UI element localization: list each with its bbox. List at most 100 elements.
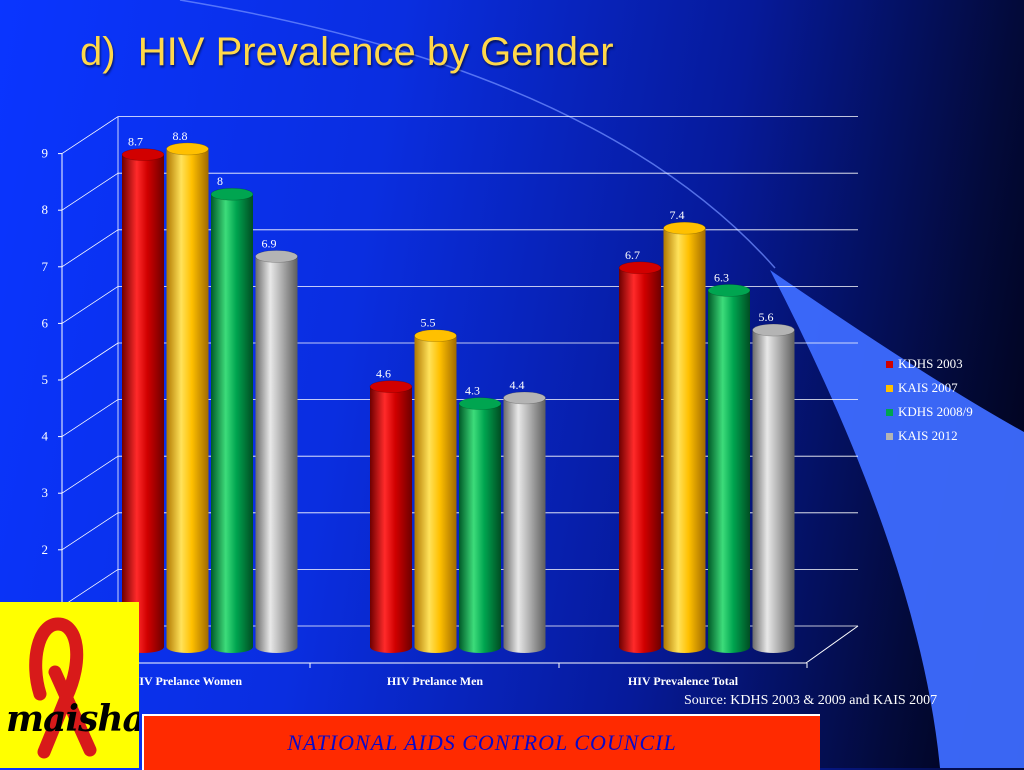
gridline-diagonal <box>61 229 119 268</box>
bar-top <box>503 391 546 405</box>
bar-top <box>707 284 751 297</box>
y-tick-labels: 023456789 <box>42 146 49 670</box>
y-tick-label: 9 <box>42 146 49 161</box>
bar-base <box>708 641 750 653</box>
data-label: 6.3 <box>714 270 729 284</box>
bar-series <box>121 142 795 653</box>
bar-base <box>211 641 253 653</box>
data-label: 8.7 <box>128 135 143 149</box>
bar-body <box>122 154 164 647</box>
data-label: 4.3 <box>465 384 480 398</box>
bar-base <box>619 641 661 653</box>
data-label: 6.9 <box>262 236 277 250</box>
bar-top <box>663 221 706 235</box>
bar-base <box>414 641 457 653</box>
y-tick-label: 6 <box>42 315 49 330</box>
bar-body <box>708 290 750 647</box>
bar <box>166 142 209 653</box>
bar-body <box>414 335 457 647</box>
legend-label: KAIS 2012 <box>898 428 958 443</box>
bar-top <box>618 261 662 275</box>
data-label: 8.8 <box>173 129 188 143</box>
blue-swoosh-shape <box>770 270 1024 768</box>
gridline-diagonal <box>61 286 119 324</box>
legend-item-kdhs-2008-9: KDHS 2008/9 <box>886 400 973 424</box>
bar <box>663 221 706 653</box>
gridline-diagonal <box>61 116 119 154</box>
legend-item-kais-2012: KAIS 2012 <box>886 424 973 448</box>
bar-base <box>503 641 546 653</box>
y-tick-label: 3 <box>42 485 49 500</box>
gridline-diagonal <box>61 569 119 607</box>
data-label: 8 <box>217 174 223 188</box>
bar <box>414 329 457 653</box>
bar <box>503 391 546 653</box>
legend-label: KDHS 2003 <box>898 356 963 371</box>
gridline-diagonal <box>61 455 119 494</box>
data-label: 5.6 <box>759 310 774 324</box>
bar-body <box>752 330 795 647</box>
bar-body <box>503 397 546 647</box>
bar-top <box>414 329 457 343</box>
legend-label: KDHS 2008/9 <box>898 404 973 419</box>
red-ribbon-icon <box>29 617 97 759</box>
bar-base <box>255 641 298 653</box>
bar-body <box>370 386 412 647</box>
source-note: Source: KDHS 2003 & 2009 and KAIS 2007 <box>684 693 938 708</box>
x-category-label: HIV Prevalence Total <box>628 674 739 688</box>
bar-base <box>166 641 209 653</box>
bar-top <box>121 148 165 161</box>
data-label: 7.4 <box>670 208 685 222</box>
x-category-label: HIV Prelance Women <box>130 674 242 688</box>
maisha-logo: maisha! <box>0 602 139 768</box>
legend-swatch <box>886 384 893 392</box>
bar <box>210 187 254 653</box>
bar-top <box>210 187 254 201</box>
bar-body <box>619 267 661 647</box>
bar-top <box>752 323 795 337</box>
legend-item-kdhs-2003: KDHS 2003 <box>886 352 973 376</box>
legend-item-kais-2007: KAIS 2007 <box>886 376 973 400</box>
y-tick-label: 8 <box>42 202 49 217</box>
bar-body <box>255 256 298 647</box>
y-tick-label: 4 <box>42 429 49 444</box>
data-label: 4.4 <box>510 378 525 392</box>
banner-text: NATIONAL AIDS CONTROL COUNCIL <box>287 730 677 755</box>
legend-label: KAIS 2007 <box>898 380 958 395</box>
chart-legend: KDHS 2003 KAIS 2007 KDHS 2008/9 KAIS 201… <box>886 352 973 448</box>
slide-title: d) HIV Prevalence by Gender <box>80 30 614 74</box>
x-category-label: HIV Prelance Men <box>387 674 484 688</box>
footer-banner: NATIONAL AIDS CONTROL COUNCIL <box>142 714 820 770</box>
bar-base <box>752 641 795 653</box>
gridline-diagonal <box>61 512 119 551</box>
bar-base <box>459 641 501 653</box>
gridline-diagonal <box>61 172 119 211</box>
x-category-labels: HIV Prelance Women HIV Prelance Men HIV Pr… <box>130 674 739 688</box>
legend-swatch <box>886 360 893 368</box>
bar-top <box>369 380 413 393</box>
logo-text: maisha! <box>6 698 139 740</box>
bar-body <box>166 148 209 648</box>
data-label: 6.7 <box>625 248 640 262</box>
bar-body <box>459 403 501 647</box>
bar-top <box>458 397 502 410</box>
bar <box>707 284 751 653</box>
bar-body <box>663 228 706 647</box>
bar <box>752 323 795 653</box>
y-tick-label: 2 <box>42 542 49 557</box>
swoosh-curve-line <box>179 0 776 269</box>
legend-swatch <box>886 432 893 440</box>
data-label: 4.6 <box>376 367 391 381</box>
y-tick-label: 5 <box>42 372 49 387</box>
bar <box>369 380 413 653</box>
legend-swatch <box>886 408 893 416</box>
bar <box>121 148 165 653</box>
y-tick-label: 7 <box>42 259 49 274</box>
bar <box>618 261 662 653</box>
bar <box>458 397 502 653</box>
bar <box>255 250 298 653</box>
bar-body <box>211 194 253 647</box>
data-label: 5.5 <box>421 316 436 330</box>
